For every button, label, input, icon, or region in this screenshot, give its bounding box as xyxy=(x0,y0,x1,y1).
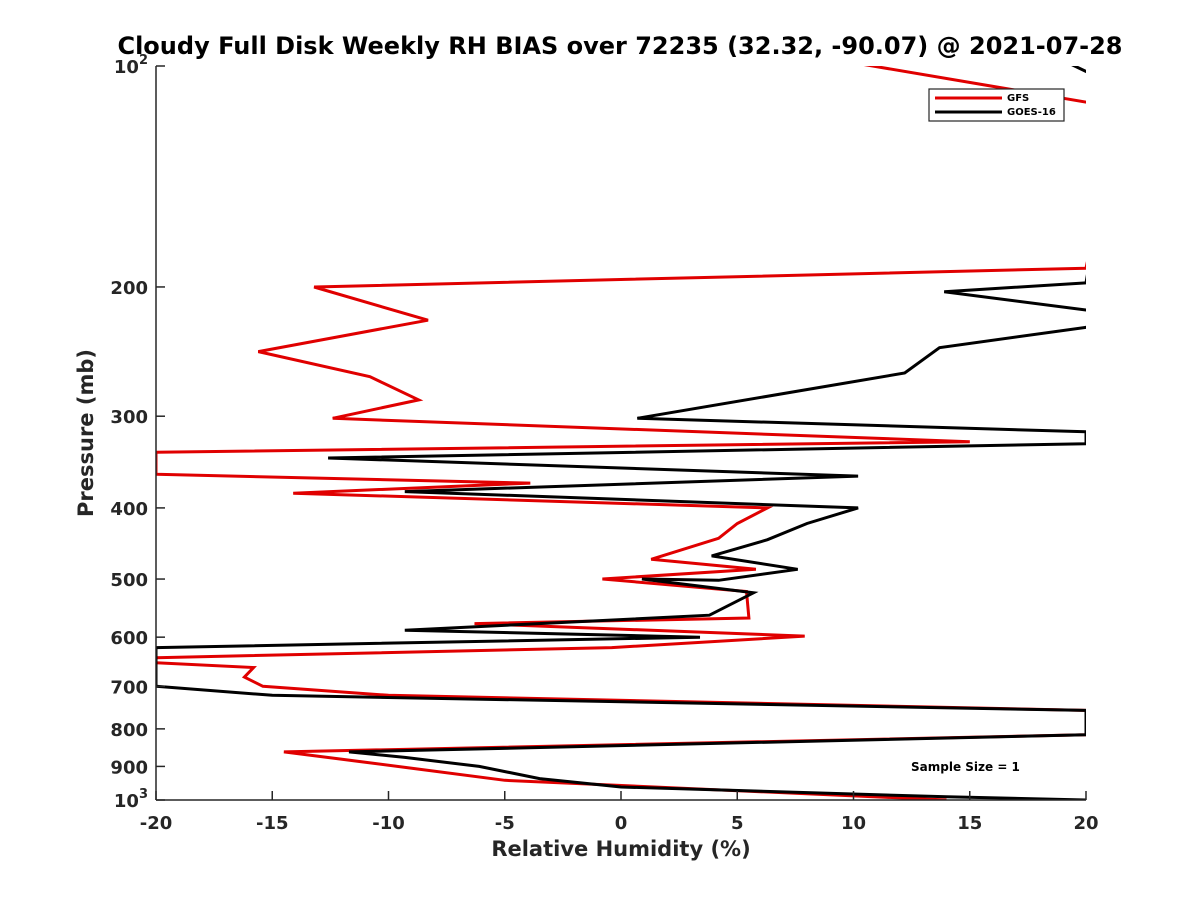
x-ticks: -20 -15 -10 -5 0 5 10 15 20 xyxy=(140,791,1099,834)
x-tick-label: -20 xyxy=(140,813,173,834)
x-tick-label: -15 xyxy=(256,813,289,834)
y-tick-label: 500 xyxy=(110,570,148,591)
x-tick-label: 10 xyxy=(841,813,866,834)
plot-area: -20 -15 -10 -5 0 5 10 15 20 102 200 300 400 500 600 70… xyxy=(110,53,1121,834)
legend[interactable]: GFS GOES-16 xyxy=(928,88,1065,122)
chart-title: Cloudy Full Disk Weekly RH BIAS over 722… xyxy=(117,32,1122,60)
y-tick-label: 102 xyxy=(114,53,148,78)
y-tick-label: 900 xyxy=(110,757,148,778)
y-ticks: 102 200 300 400 500 600 700 800 900 103 xyxy=(110,53,165,812)
x-tick-label: 0 xyxy=(615,813,628,834)
x-tick-label: 20 xyxy=(1073,813,1098,834)
sample-size-annotation: Sample Size = 1 xyxy=(911,760,1020,774)
x-tick-label: -5 xyxy=(495,813,515,834)
series-line-goes16[interactable] xyxy=(156,59,1121,800)
y-tick-label: 600 xyxy=(110,628,148,649)
series-line-gfs[interactable] xyxy=(156,59,1121,800)
legend-box xyxy=(928,88,1065,122)
x-axis-label: Relative Humidity (%) xyxy=(491,837,750,861)
y-tick-label: 200 xyxy=(110,278,148,299)
y-axis-label: Pressure (mb) xyxy=(74,349,98,517)
y-tick-label: 300 xyxy=(110,407,148,428)
plot-frame xyxy=(156,66,1086,800)
y-tick-label: 103 xyxy=(114,787,148,812)
x-tick-label: 15 xyxy=(957,813,982,834)
legend-label-goes16: GOES-16 xyxy=(1007,107,1056,118)
y-tick-label: 800 xyxy=(110,720,148,741)
legend-label-gfs: GFS xyxy=(1007,93,1029,104)
series-layer xyxy=(156,59,1121,800)
y-tick-label: 400 xyxy=(110,499,148,520)
x-tick-label: 5 xyxy=(731,813,744,834)
y-tick-label: 700 xyxy=(110,677,148,698)
x-tick-label: -10 xyxy=(372,813,405,834)
